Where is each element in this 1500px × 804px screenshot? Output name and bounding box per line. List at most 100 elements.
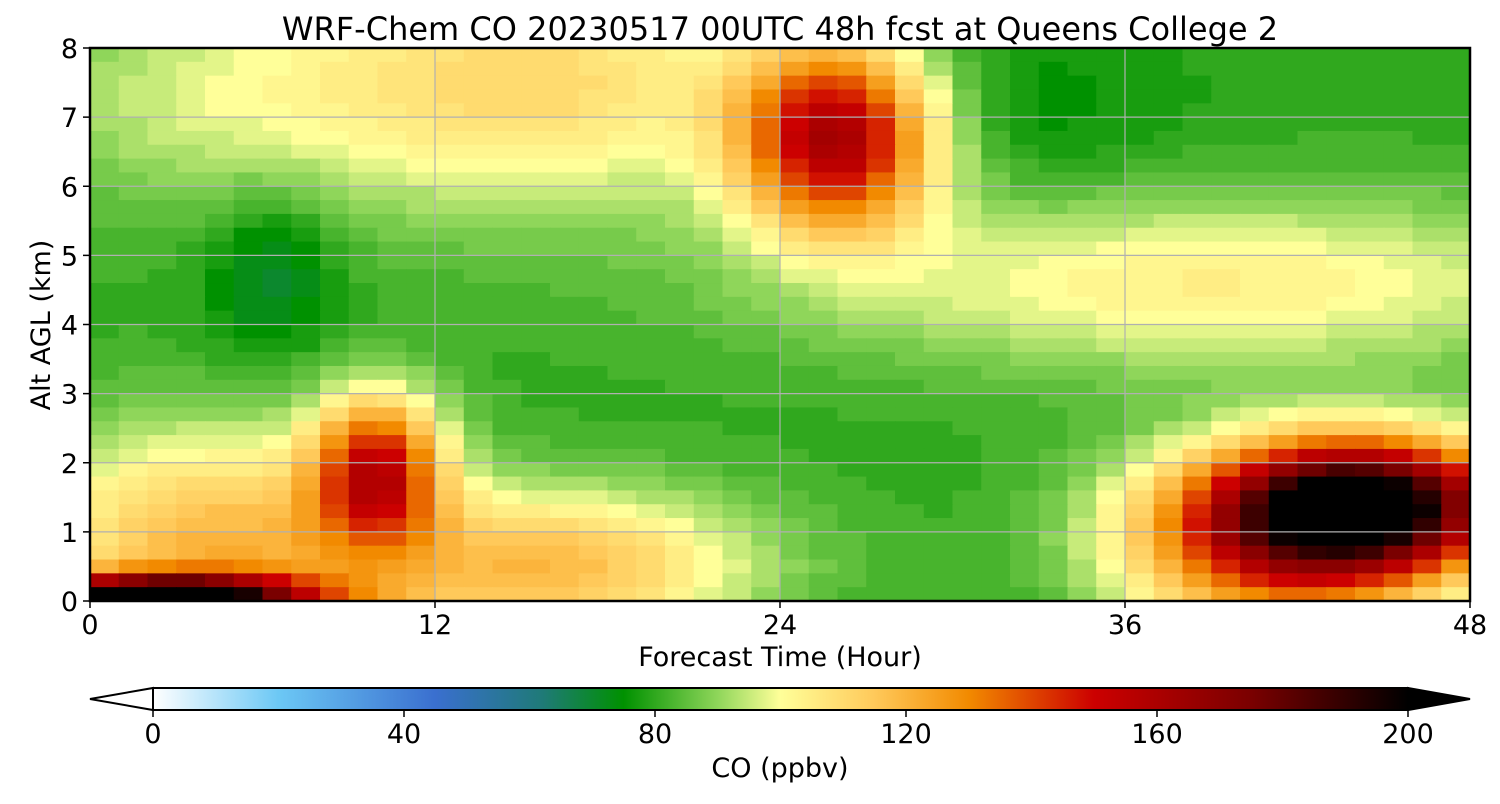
- co-cell: [1067, 186, 1097, 201]
- co-cell: [205, 531, 235, 547]
- x-tick-label: 0: [81, 610, 98, 641]
- co-cell: [607, 587, 637, 602]
- co-cell: [665, 241, 695, 256]
- co-cell: [550, 117, 580, 132]
- co-cell: [665, 559, 695, 574]
- co-cell: [291, 545, 321, 561]
- co-cell: [147, 255, 177, 270]
- co-cell: [147, 283, 177, 298]
- co-cell: [1326, 255, 1356, 270]
- co-cell: [1268, 144, 1299, 160]
- co-cell: [636, 462, 666, 478]
- co-cell: [1125, 158, 1155, 174]
- co-cell: [607, 241, 637, 256]
- co-cell: [1211, 462, 1241, 478]
- co-cell: [895, 117, 925, 132]
- co-cell: [521, 448, 551, 464]
- co-cell: [1182, 435, 1212, 450]
- co-cell: [837, 186, 867, 201]
- co-cell: [291, 324, 321, 339]
- co-cell: [348, 172, 379, 187]
- co-cell: [291, 213, 321, 229]
- co-cell: [808, 130, 839, 146]
- co-cell: [435, 200, 465, 215]
- co-cell: [722, 476, 752, 491]
- co-cell: [866, 172, 896, 187]
- co-cell: [1038, 200, 1069, 215]
- co-cell: [578, 283, 609, 298]
- co-cell: [406, 158, 436, 174]
- co-cell: [492, 476, 522, 491]
- co-cell: [751, 103, 781, 118]
- co-cell: [1355, 186, 1385, 201]
- co-cell: [895, 296, 925, 312]
- co-cell: [981, 61, 1011, 77]
- co-cell: [808, 573, 839, 588]
- co-cell: [406, 130, 436, 146]
- co-cell: [1355, 241, 1385, 256]
- co-cell: [348, 186, 379, 201]
- co-cell: [1297, 365, 1327, 381]
- co-cell: [176, 213, 206, 229]
- co-cell: [923, 504, 954, 519]
- co-cell: [837, 448, 867, 464]
- co-cell: [895, 213, 925, 229]
- co-cell: [521, 421, 551, 436]
- co-cell: [1211, 269, 1241, 284]
- co-cell: [1441, 144, 1471, 160]
- co-cell: [1297, 407, 1327, 422]
- co-cell: [808, 103, 839, 118]
- co-cell: [1153, 310, 1184, 326]
- co-cell: [607, 421, 637, 436]
- co-cell: [1240, 462, 1270, 478]
- co-cell: [1268, 269, 1299, 284]
- co-cell: [550, 559, 580, 574]
- co-cell: [90, 213, 120, 229]
- co-cell: [866, 130, 896, 146]
- co-cell: [1010, 338, 1040, 353]
- co-cell: [693, 379, 724, 395]
- co-cell: [262, 379, 292, 395]
- co-cell: [751, 338, 781, 353]
- co-cell: [952, 130, 982, 146]
- co-cell: [435, 103, 465, 118]
- co-cell: [233, 61, 264, 77]
- co-cell: [1412, 48, 1442, 63]
- co-cell: [205, 435, 235, 450]
- co-cell: [1211, 587, 1241, 602]
- co-cell: [1240, 393, 1270, 409]
- co-cell: [837, 130, 867, 146]
- co-cell: [808, 559, 839, 574]
- co-cell: [607, 61, 637, 77]
- co-cell: [866, 393, 896, 409]
- co-cell: [492, 324, 522, 339]
- co-cell: [377, 559, 407, 574]
- co-cell: [1355, 504, 1385, 519]
- co-cell: [665, 227, 695, 243]
- co-cell: [377, 393, 407, 409]
- co-cell: [90, 75, 120, 91]
- co-cell: [1268, 504, 1299, 519]
- co-cell: [837, 144, 867, 160]
- co-cell: [1211, 518, 1241, 533]
- co-cell: [837, 48, 867, 63]
- co-cell: [205, 393, 235, 409]
- co-cell: [435, 186, 465, 201]
- co-cell: [463, 476, 494, 491]
- co-cell: [1441, 518, 1471, 533]
- co-cell: [320, 545, 350, 561]
- co-cell: [1355, 103, 1385, 118]
- co-cell: [550, 518, 580, 533]
- co-cell: [176, 518, 206, 533]
- co-cell: [377, 269, 407, 284]
- co-cell: [118, 573, 149, 588]
- co-cell: [1096, 365, 1126, 381]
- co-cell: [578, 130, 609, 146]
- co-cell: [636, 352, 666, 367]
- co-cell: [348, 559, 379, 574]
- co-cell: [262, 476, 292, 491]
- co-cell: [291, 559, 321, 574]
- co-cell: [435, 435, 465, 450]
- co-cell: [1182, 476, 1212, 491]
- co-cell: [176, 573, 206, 588]
